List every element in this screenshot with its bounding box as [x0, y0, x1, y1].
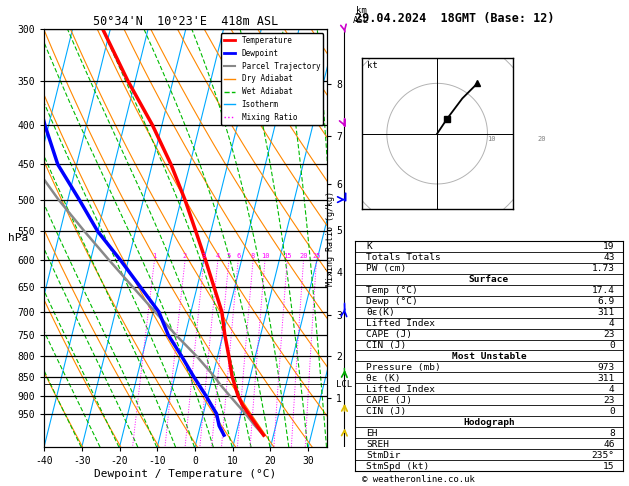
- Text: 8: 8: [609, 429, 615, 438]
- Text: 0: 0: [609, 407, 615, 416]
- Text: θε(K): θε(K): [366, 308, 395, 317]
- Text: 15: 15: [283, 253, 291, 259]
- Text: 973: 973: [598, 363, 615, 372]
- Text: Dewp (°C): Dewp (°C): [366, 297, 418, 306]
- Text: 5: 5: [227, 253, 231, 259]
- Text: 2: 2: [183, 253, 187, 259]
- Text: © weatheronline.co.uk: © weatheronline.co.uk: [362, 474, 474, 484]
- Text: Lifted Index: Lifted Index: [366, 385, 435, 394]
- Text: Surface: Surface: [469, 275, 509, 284]
- Text: EH: EH: [366, 429, 377, 438]
- Text: StmDir: StmDir: [366, 451, 401, 460]
- Text: 46: 46: [603, 440, 615, 449]
- Text: Most Unstable: Most Unstable: [452, 352, 526, 361]
- Text: Hodograph: Hodograph: [463, 418, 515, 427]
- Text: PW (cm): PW (cm): [366, 264, 406, 273]
- Text: 6.9: 6.9: [598, 297, 615, 306]
- Text: km
ASL: km ASL: [353, 5, 369, 25]
- Text: CAPE (J): CAPE (J): [366, 330, 412, 339]
- Text: LCL: LCL: [336, 380, 352, 389]
- Text: 23: 23: [603, 330, 615, 339]
- Text: 4: 4: [216, 253, 220, 259]
- Text: 20: 20: [299, 253, 308, 259]
- Text: 1.73: 1.73: [592, 264, 615, 273]
- Text: 8: 8: [251, 253, 255, 259]
- Text: K: K: [366, 242, 372, 251]
- Text: 4: 4: [609, 385, 615, 394]
- X-axis label: Dewpoint / Temperature (°C): Dewpoint / Temperature (°C): [94, 469, 277, 479]
- Text: CAPE (J): CAPE (J): [366, 396, 412, 405]
- Text: 311: 311: [598, 374, 615, 383]
- Text: Temp (°C): Temp (°C): [366, 286, 418, 295]
- Text: Totals Totals: Totals Totals: [366, 253, 441, 262]
- Text: 29.04.2024  18GMT (Base: 12): 29.04.2024 18GMT (Base: 12): [355, 12, 555, 25]
- Text: 10: 10: [487, 136, 496, 142]
- Text: 23: 23: [603, 396, 615, 405]
- Text: 6: 6: [236, 253, 240, 259]
- Text: 235°: 235°: [592, 451, 615, 460]
- Text: 43: 43: [603, 253, 615, 262]
- Text: 15: 15: [603, 462, 615, 471]
- Text: kt: kt: [367, 61, 377, 70]
- Text: CIN (J): CIN (J): [366, 407, 406, 416]
- Text: 19: 19: [603, 242, 615, 251]
- Text: 17.4: 17.4: [592, 286, 615, 295]
- Text: 4: 4: [609, 319, 615, 328]
- Text: 3: 3: [202, 253, 206, 259]
- Text: 10: 10: [260, 253, 269, 259]
- Text: 311: 311: [598, 308, 615, 317]
- Legend: Temperature, Dewpoint, Parcel Trajectory, Dry Adiabat, Wet Adiabat, Isotherm, Mi: Temperature, Dewpoint, Parcel Trajectory…: [221, 33, 323, 125]
- Text: CIN (J): CIN (J): [366, 341, 406, 350]
- Text: SREH: SREH: [366, 440, 389, 449]
- Text: hPa: hPa: [8, 233, 29, 243]
- Text: 20: 20: [538, 136, 547, 142]
- Text: 0: 0: [609, 341, 615, 350]
- Text: θε (K): θε (K): [366, 374, 401, 383]
- Text: StmSpd (kt): StmSpd (kt): [366, 462, 430, 471]
- Text: 25: 25: [312, 253, 321, 259]
- Text: Pressure (mb): Pressure (mb): [366, 363, 441, 372]
- Text: 1: 1: [152, 253, 157, 259]
- Text: Mixing Ratio (g/kg): Mixing Ratio (g/kg): [326, 191, 335, 286]
- Title: 50°34'N  10°23'E  418m ASL: 50°34'N 10°23'E 418m ASL: [93, 15, 278, 28]
- Text: Lifted Index: Lifted Index: [366, 319, 435, 328]
